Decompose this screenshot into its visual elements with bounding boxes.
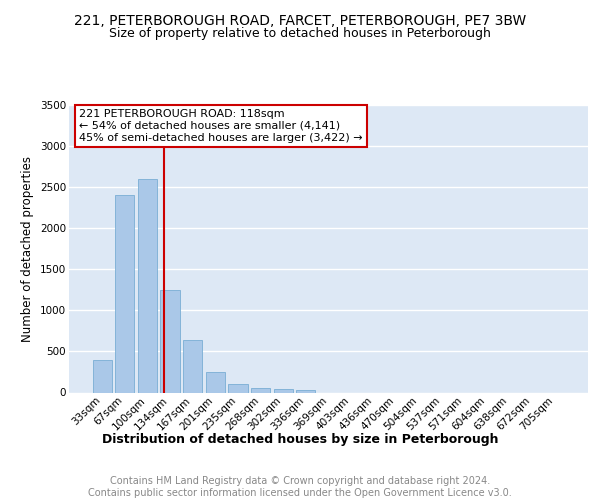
Bar: [138, 179, 157, 392]
Bar: [115, 196, 134, 392]
Text: Contains HM Land Registry data © Crown copyright and database right 2024.
Contai: Contains HM Land Registry data © Crown c…: [88, 476, 512, 498]
Bar: [160, 290, 180, 392]
Text: Distribution of detached houses by size in Peterborough: Distribution of detached houses by size …: [102, 432, 498, 446]
Bar: [206, 372, 225, 392]
Bar: [251, 388, 270, 392]
Y-axis label: Number of detached properties: Number of detached properties: [22, 156, 34, 342]
Bar: [183, 340, 202, 392]
Text: 221, PETERBOROUGH ROAD, FARCET, PETERBOROUGH, PE7 3BW: 221, PETERBOROUGH ROAD, FARCET, PETERBOR…: [74, 14, 526, 28]
Bar: [274, 389, 293, 392]
Text: Size of property relative to detached houses in Peterborough: Size of property relative to detached ho…: [109, 28, 491, 40]
Text: 221 PETERBOROUGH ROAD: 118sqm
← 54% of detached houses are smaller (4,141)
45% o: 221 PETERBOROUGH ROAD: 118sqm ← 54% of d…: [79, 110, 363, 142]
Bar: [92, 360, 112, 392]
Bar: [296, 390, 316, 392]
Bar: [229, 384, 248, 392]
